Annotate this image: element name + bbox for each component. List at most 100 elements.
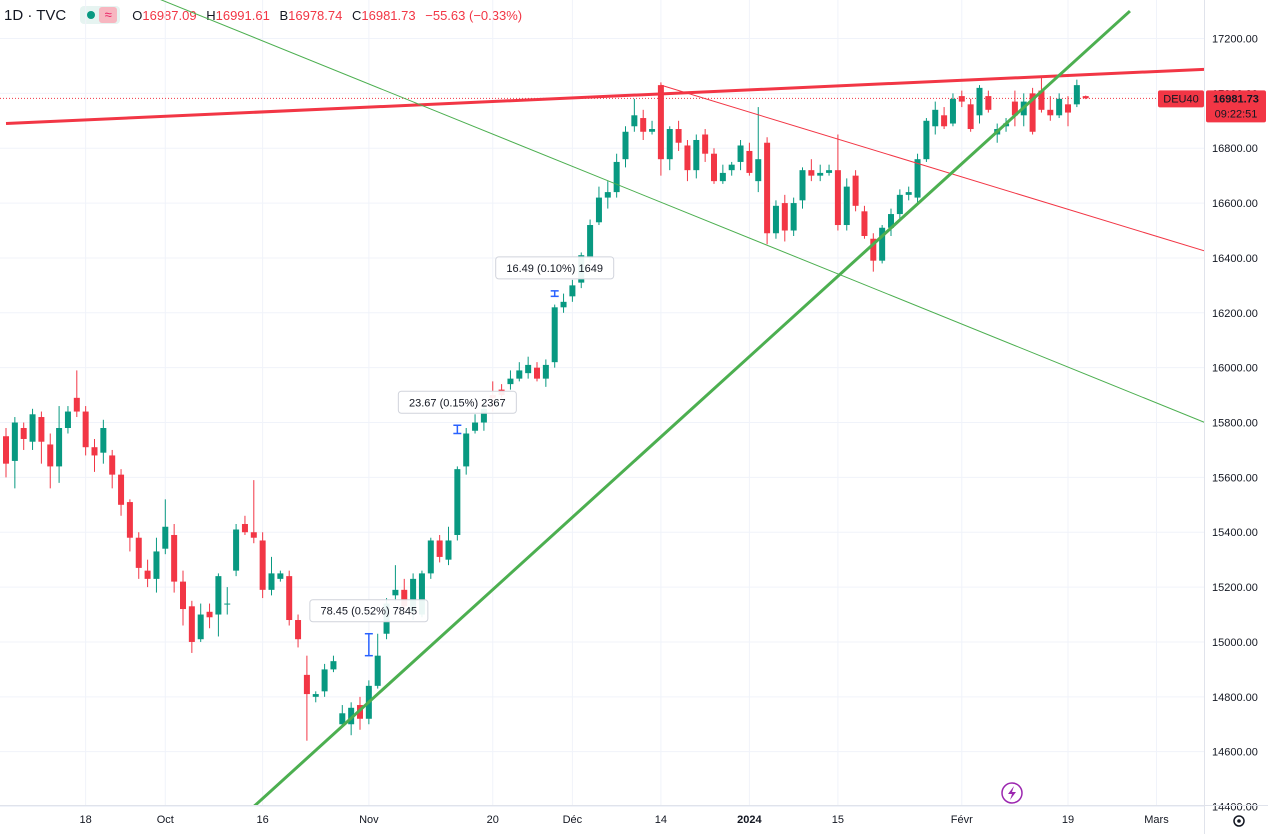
- candle-body[interactable]: [277, 573, 284, 579]
- candle-body[interactable]: [374, 655, 381, 686]
- candle-body[interactable]: [834, 170, 841, 226]
- candle-body[interactable]: [728, 164, 735, 171]
- candle-body[interactable]: [516, 370, 523, 379]
- candle-body[interactable]: [507, 378, 514, 385]
- candle-body[interactable]: [631, 115, 638, 127]
- candle-body[interactable]: [808, 170, 815, 176]
- measure-label-box[interactable]: [397, 390, 517, 414]
- candle-body[interactable]: [47, 444, 54, 467]
- candle-body[interactable]: [339, 713, 346, 725]
- trendline-3[interactable]: [253, 9, 1131, 806]
- candle-body[interactable]: [82, 411, 89, 448]
- candle-body[interactable]: [100, 428, 107, 453]
- candle-body[interactable]: [401, 589, 408, 607]
- candle-body[interactable]: [852, 175, 859, 206]
- candle-body[interactable]: [613, 161, 620, 193]
- candle-body[interactable]: [914, 159, 921, 198]
- trendline-0[interactable]: [5, 67, 1218, 126]
- candle-body[interactable]: [622, 131, 629, 160]
- candle-body[interactable]: [1073, 85, 1080, 105]
- candle-body[interactable]: [640, 118, 647, 132]
- candle-body[interactable]: [604, 192, 611, 198]
- candle-body[interactable]: [250, 532, 257, 538]
- candle-body[interactable]: [843, 186, 850, 226]
- candle-body[interactable]: [923, 120, 930, 160]
- candle-body[interactable]: [418, 573, 425, 615]
- candle-body[interactable]: [410, 578, 417, 612]
- candle-body[interactable]: [144, 570, 151, 579]
- candle-body[interactable]: [454, 469, 461, 535]
- candle-body[interactable]: [472, 422, 479, 431]
- trendline-1[interactable]: [660, 84, 1219, 255]
- candle-body[interactable]: [215, 576, 222, 615]
- candle-body[interactable]: [463, 433, 470, 467]
- candle-body[interactable]: [675, 129, 682, 143]
- candle-body[interactable]: [817, 172, 824, 176]
- candle-body[interactable]: [949, 98, 956, 124]
- candle-body[interactable]: [29, 414, 36, 442]
- candle-body[interactable]: [551, 307, 558, 363]
- candle-body[interactable]: [781, 203, 788, 231]
- candle-body[interactable]: [348, 707, 355, 725]
- candle-body[interactable]: [259, 540, 266, 590]
- candle-body[interactable]: [1038, 90, 1045, 110]
- candle-body[interactable]: [392, 589, 399, 596]
- candle-body[interactable]: [126, 502, 133, 538]
- candle-body[interactable]: [445, 540, 452, 560]
- candle-body[interactable]: [870, 238, 877, 261]
- symbol-title[interactable]: 1D · TVC: [4, 6, 67, 24]
- candle-body[interactable]: [976, 87, 983, 116]
- candle-body[interactable]: [666, 129, 673, 160]
- candle-body[interactable]: [1029, 93, 1036, 132]
- candle-body[interactable]: [711, 153, 717, 182]
- candle-body[interactable]: [861, 211, 868, 236]
- candle-body[interactable]: [480, 408, 487, 423]
- candle-body[interactable]: [1082, 96, 1089, 99]
- candle-body[interactable]: [188, 606, 195, 642]
- candle-body[interactable]: [525, 364, 532, 374]
- candle-body[interactable]: [11, 422, 18, 461]
- candle-body[interactable]: [967, 104, 974, 130]
- candle-body[interactable]: [295, 620, 302, 640]
- candle-body[interactable]: [560, 301, 567, 308]
- candle-body[interactable]: [109, 455, 116, 475]
- candle-body[interactable]: [286, 576, 293, 621]
- candle-body[interactable]: [879, 227, 886, 261]
- candle-body[interactable]: [268, 573, 275, 590]
- candle-body[interactable]: [3, 436, 9, 464]
- gear-icon[interactable]: [1233, 815, 1245, 827]
- candle-body[interactable]: [321, 669, 328, 692]
- candle-body[interactable]: [1056, 98, 1063, 116]
- measure-label-box[interactable]: [309, 599, 429, 623]
- candle-body[interactable]: [790, 203, 797, 231]
- candle-body[interactable]: [64, 411, 71, 429]
- candle-body[interactable]: [764, 142, 771, 234]
- candle-body[interactable]: [958, 96, 965, 102]
- wave-icon[interactable]: ≈: [99, 7, 118, 23]
- candle-body[interactable]: [180, 581, 186, 610]
- candle-body[interactable]: [755, 159, 762, 182]
- candle-body[interactable]: [303, 674, 310, 695]
- candle-body[interactable]: [427, 540, 434, 574]
- candle-body[interactable]: [162, 526, 169, 549]
- candle-body[interactable]: [171, 534, 178, 582]
- candle-body[interactable]: [826, 170, 833, 173]
- candle-body[interactable]: [932, 109, 939, 127]
- candle-body[interactable]: [56, 428, 63, 467]
- candle-body[interactable]: [135, 537, 142, 568]
- candle-body[interactable]: [1065, 104, 1071, 113]
- candle-body[interactable]: [73, 397, 80, 412]
- candle-body[interactable]: [38, 417, 45, 442]
- candle-body[interactable]: [436, 540, 443, 557]
- candle-body[interactable]: [702, 134, 709, 154]
- candle-body[interactable]: [233, 529, 240, 571]
- candle-body[interactable]: [197, 614, 204, 640]
- candle-body[interactable]: [595, 197, 602, 223]
- candle-body[interactable]: [587, 225, 594, 258]
- candle-body[interactable]: [684, 145, 691, 171]
- candle-body[interactable]: [241, 524, 248, 533]
- candle-body[interactable]: [746, 150, 753, 173]
- indicator-toggle[interactable]: ≈: [80, 6, 121, 24]
- candle-body[interactable]: [941, 115, 948, 127]
